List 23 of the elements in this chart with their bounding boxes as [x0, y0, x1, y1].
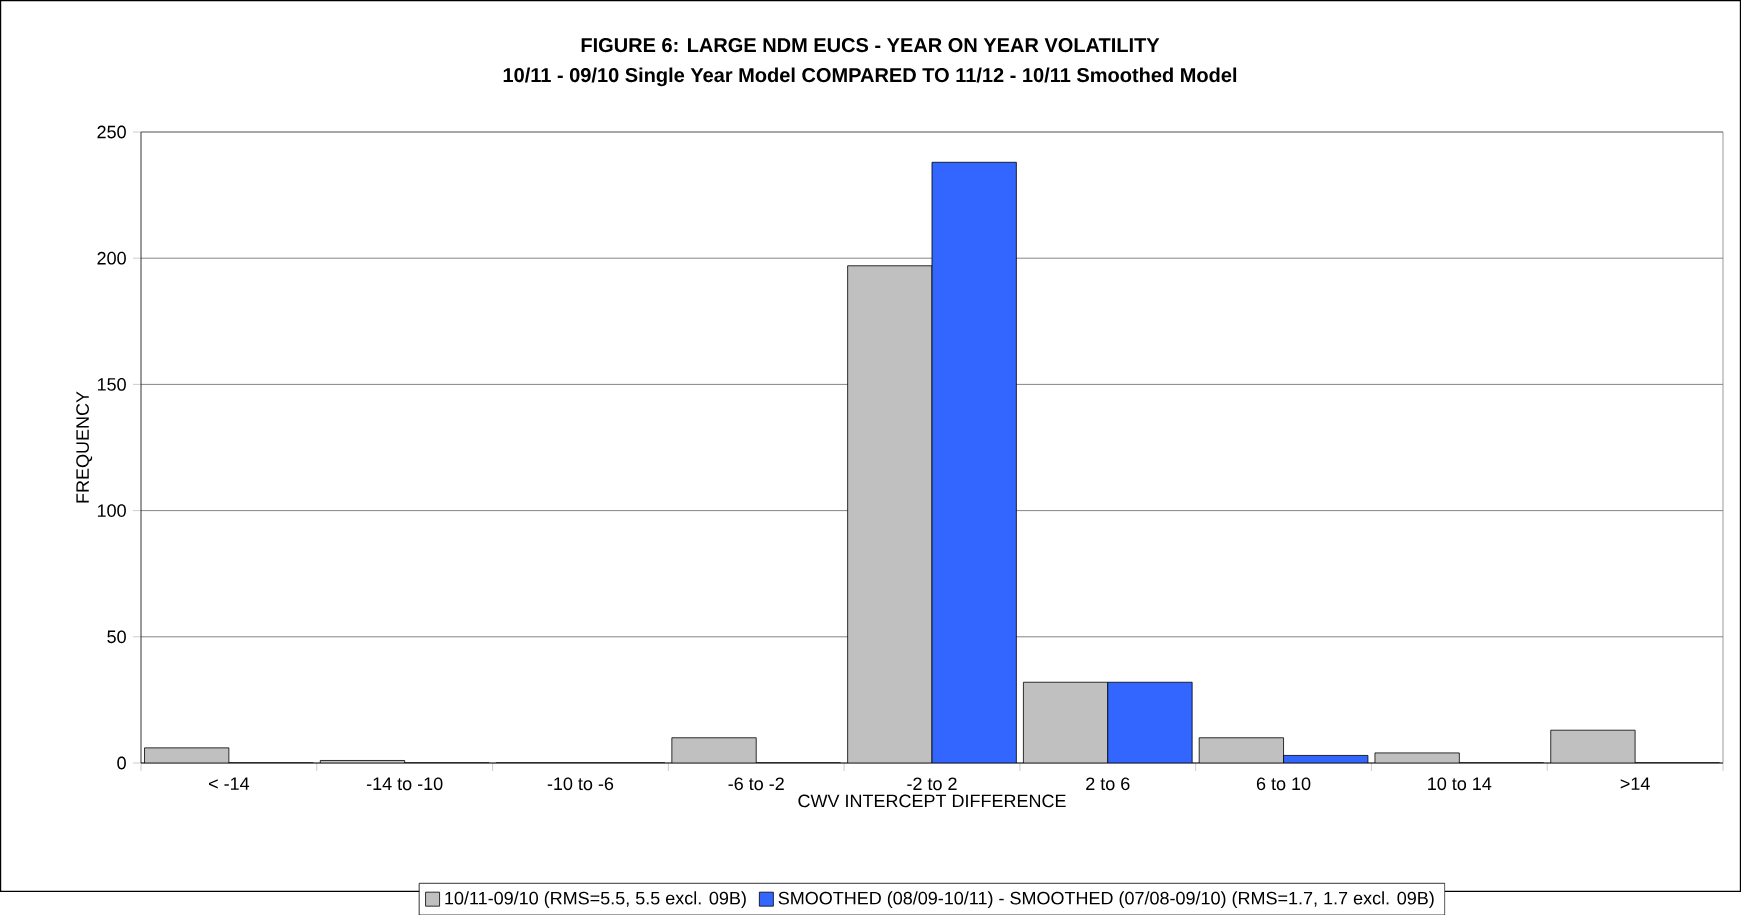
y-tick-label: 200	[97, 251, 126, 265]
y-tick-label: 0	[117, 756, 126, 770]
y-tick-label: 50	[107, 630, 126, 643]
x-axis-title: CWV INTERCEPT DIFFERENCE	[798, 794, 1066, 808]
x-tick-label: >14	[1620, 777, 1650, 790]
legend-label: SMOOTHED (08/09-10/11) - SMOOTHED (07/08-09/10) (RMS=1.7, 1.7 excl. 09B)	[778, 891, 1434, 908]
x-tick-label: 2 to 6	[1086, 777, 1130, 790]
x-tick-label: -6 to -2	[728, 777, 784, 790]
x-tick-label: -10 to -6	[547, 777, 614, 790]
y-tick-label: 100	[97, 504, 126, 517]
x-tick-label: 6 to 10	[1256, 777, 1311, 790]
bar	[932, 162, 1017, 763]
chart-title: FIGURE 6: LARGE NDM EUCS - YEAR ON YEAR VOLATILITY	[581, 37, 1160, 52]
bar	[1107, 682, 1193, 763]
x-tick-label: -2 to 2	[907, 777, 957, 790]
y-tick-label: 150	[97, 377, 126, 391]
x-tick-label: 10 to 14	[1428, 777, 1492, 790]
chart-subtitle: 10/11 - 09/10 Single Year Model COMPARED TO 11/12 - 10/11 Smoothed Model	[503, 67, 1237, 87]
y-axis-title: FREQUENCY	[76, 391, 93, 503]
y-tick-label: 250	[97, 125, 126, 139]
legend-label: 10/11-09/10 (RMS=5.5, 5.5 excl. 09B)	[445, 891, 746, 908]
x-tick-label: < -14	[209, 777, 250, 790]
x-tick-label: -14 to -10	[366, 777, 443, 790]
